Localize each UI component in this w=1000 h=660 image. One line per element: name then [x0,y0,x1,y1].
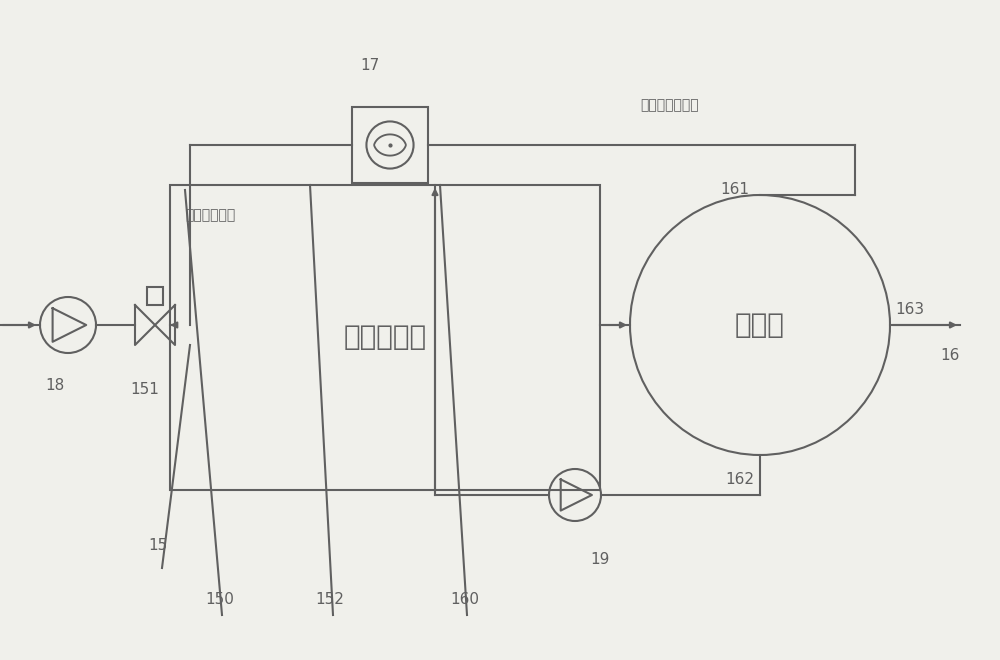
Text: 163: 163 [895,302,925,317]
Text: 150: 150 [206,593,234,607]
Text: 二沉池出水冲刷: 二沉池出水冲刷 [640,98,699,112]
Text: 生物反应器: 生物反应器 [343,323,427,351]
Bar [352,107,428,183]
Bar [170,185,600,490]
Text: 151: 151 [131,383,159,397]
Text: 沉淤池: 沉淤池 [735,311,785,339]
Text: 16: 16 [940,348,960,362]
Text: 161: 161 [720,183,750,197]
Bar [147,287,163,305]
Text: 160: 160 [450,593,480,607]
Text: 17: 17 [360,57,380,73]
Text: 改性污泥回流: 改性污泥回流 [185,208,235,222]
Text: 19: 19 [590,552,610,568]
Text: 18: 18 [45,378,65,393]
Text: 162: 162 [726,473,755,488]
Text: 15: 15 [148,537,168,552]
Text: 152: 152 [316,593,344,607]
